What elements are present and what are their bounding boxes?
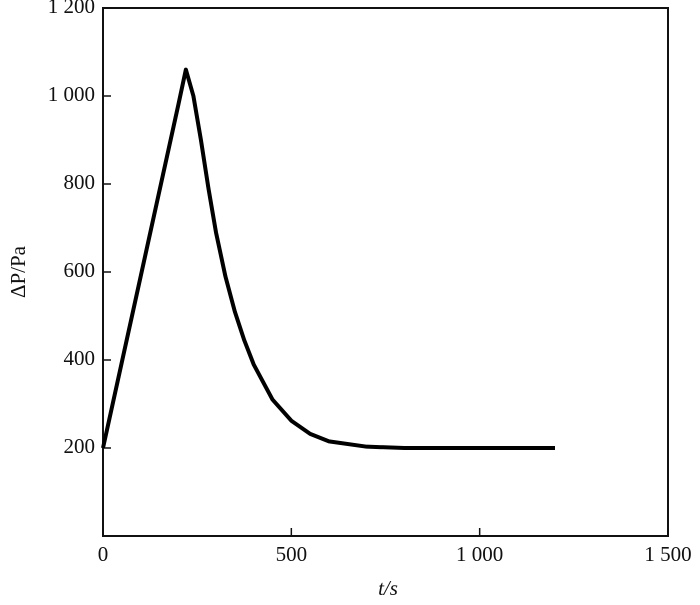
- y-tick-label: 1 000: [48, 82, 95, 106]
- y-axis-label: ΔP/Pa: [6, 245, 30, 298]
- data-line: [101, 67, 555, 450]
- x-axis-label: t/s: [378, 576, 398, 600]
- y-tick-label: 600: [64, 258, 96, 282]
- x-tick-label: 1 500: [644, 542, 691, 566]
- y-tick-label: 800: [64, 170, 96, 194]
- x-tick-label: 1 000: [456, 542, 503, 566]
- plot-frame: [102, 7, 669, 537]
- y-tick-label: 400: [64, 346, 96, 370]
- y-tick-label: 200: [64, 434, 96, 458]
- x-tick-label: 500: [276, 542, 308, 566]
- x-tick-label: 0: [98, 542, 109, 566]
- y-tick-label: 1 200: [48, 0, 95, 18]
